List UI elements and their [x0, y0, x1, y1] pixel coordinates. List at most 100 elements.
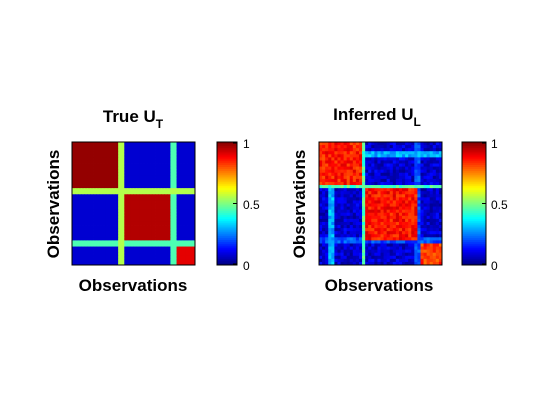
heatmap-cell: [148, 142, 153, 146]
heatmap-cell: [420, 258, 424, 263]
heatmap-cell: [423, 166, 428, 171]
heatmap-cell: [408, 218, 412, 223]
heatmap-cell: [383, 234, 388, 238]
heatmap-cell: [426, 172, 431, 177]
heatmap-cell: [362, 215, 366, 220]
heatmap-cell: [118, 178, 122, 183]
heatmap-cell: [402, 243, 406, 247]
colorbar-step: [217, 188, 237, 191]
heatmap-cell: [377, 252, 381, 257]
heatmap-cell: [402, 148, 406, 152]
heatmap-cell: [148, 249, 153, 254]
heatmap-cell: [102, 206, 107, 211]
heatmap-cell: [392, 246, 397, 251]
heatmap-cell: [343, 243, 348, 247]
heatmap-cell: [93, 225, 98, 229]
heatmap-cell: [84, 234, 88, 238]
heatmap-cell: [130, 221, 134, 226]
heatmap-cell: [130, 157, 134, 161]
heatmap-cell: [352, 169, 357, 174]
heatmap-cell: [405, 151, 409, 155]
heatmap-cell: [423, 255, 428, 260]
heatmap-cell: [408, 154, 412, 158]
heatmap-cell: [358, 175, 363, 180]
heatmap-cell: [340, 154, 344, 158]
heatmap-cell: [158, 197, 162, 201]
heatmap-cell: [377, 200, 381, 204]
heatmap-cell: [167, 178, 171, 183]
heatmap-cell: [343, 240, 348, 244]
heatmap-cell: [108, 169, 113, 174]
heatmap-cell: [383, 188, 388, 192]
heatmap-cell: [435, 237, 440, 241]
heatmap-cell: [402, 231, 406, 235]
heatmap-cell: [176, 191, 181, 195]
heatmap-cell: [191, 160, 196, 164]
heatmap-cell: [402, 191, 406, 195]
heatmap-cell: [84, 228, 88, 232]
heatmap-cell: [136, 197, 141, 201]
heatmap-cell: [346, 172, 351, 177]
heatmap-cell: [87, 142, 91, 146]
heatmap-cell: [105, 231, 110, 235]
heatmap-cell: [90, 255, 94, 260]
heatmap-cell: [99, 252, 104, 257]
heatmap-cell: [170, 206, 174, 211]
heatmap-cell: [72, 163, 76, 168]
heatmap-cell: [438, 169, 443, 174]
heatmap-cell: [417, 206, 421, 211]
heatmap-cell: [151, 160, 156, 164]
heatmap-cell: [179, 157, 184, 161]
heatmap-cell: [383, 148, 388, 152]
heatmap-cell: [72, 209, 76, 214]
heatmap-cell: [130, 218, 134, 223]
heatmap-cell: [78, 200, 82, 204]
heatmap-cell: [411, 175, 415, 180]
heatmap-cell: [432, 249, 437, 254]
heatmap-cell: [365, 178, 369, 183]
heatmap-cell: [352, 261, 357, 266]
heatmap-cell: [334, 148, 338, 152]
heatmap-cell: [414, 255, 418, 260]
heatmap-cell: [139, 231, 144, 235]
heatmap-cell: [118, 185, 122, 189]
heatmap-cell: [395, 191, 400, 195]
heatmap-cell: [108, 197, 113, 201]
heatmap-cell: [405, 175, 409, 180]
heatmap-cell: [429, 234, 434, 238]
heatmap-cell: [173, 188, 177, 192]
heatmap-cell: [349, 212, 354, 217]
heatmap-cell: [423, 237, 428, 241]
heatmap-cell: [420, 228, 424, 232]
heatmap-cell: [386, 237, 391, 241]
heatmap-cell: [111, 142, 116, 146]
heatmap-cell: [78, 151, 82, 155]
heatmap-cell: [346, 169, 351, 174]
heatmap-cell: [185, 188, 190, 192]
heatmap-cell: [355, 255, 360, 260]
heatmap-cell: [414, 188, 418, 192]
heatmap-cell: [151, 166, 156, 171]
heatmap-cell: [127, 172, 131, 177]
heatmap-cell: [368, 215, 372, 220]
heatmap-cell: [368, 142, 372, 146]
heatmap-cell: [133, 240, 137, 244]
heatmap-cell: [438, 142, 443, 146]
heatmap-cell: [151, 249, 156, 254]
heatmap-cell: [93, 203, 98, 207]
heatmap-cell: [111, 258, 116, 263]
heatmap-cell: [383, 157, 388, 161]
heatmap-cell: [420, 261, 424, 266]
heatmap-cell: [432, 169, 437, 174]
heatmap-cell: [365, 243, 369, 247]
heatmap-cell: [386, 252, 391, 257]
heatmap-cell: [325, 258, 329, 263]
heatmap-cell: [417, 163, 421, 168]
heatmap-cell: [352, 209, 357, 214]
colorbar-step: [462, 155, 486, 158]
heatmap-cell: [108, 206, 113, 211]
heatmap-cell: [386, 258, 391, 263]
heatmap-cell: [389, 157, 394, 161]
colorbar-step: [462, 224, 486, 227]
heatmap-cell: [176, 163, 181, 168]
